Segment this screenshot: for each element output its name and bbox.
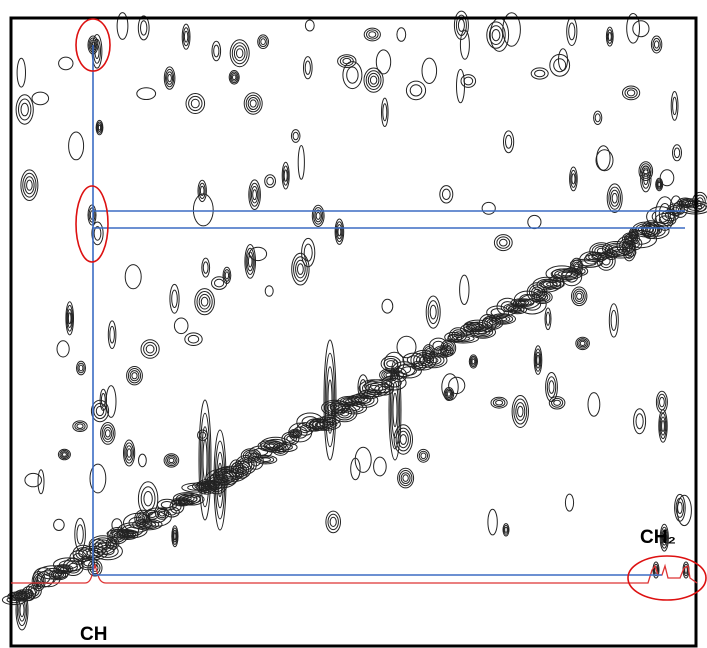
peak-label: CH₂ [640, 527, 676, 548]
spectrum-figure: CH CH₂ [0, 0, 707, 648]
page: CH CH₂ (() => { const data = JSON.parse(… [0, 0, 707, 648]
peak-label: CH [80, 624, 107, 645]
